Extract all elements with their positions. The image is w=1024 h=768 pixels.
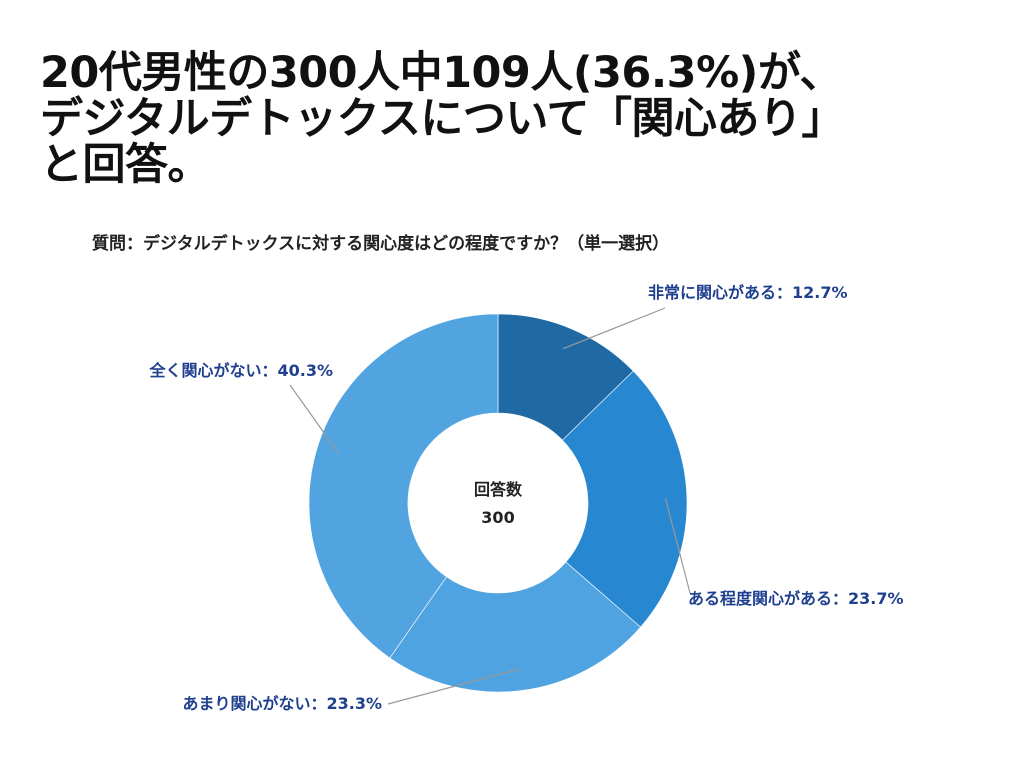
title-line-3: と回答。 <box>40 140 211 190</box>
slice-label: ある程度関心がある：23.7% <box>688 589 904 608</box>
slice-label: あまり関心がない：23.3% <box>182 694 382 713</box>
page-title: 20代男性の300人中109人(36.3%)が、 デジタルデトックスについて「関… <box>40 50 1000 188</box>
leader-line <box>562 307 666 350</box>
leader-line <box>387 668 519 705</box>
slice-label: 非常に関心がある：12.7% <box>648 283 848 302</box>
center-value: 300 <box>481 508 514 527</box>
slice-not-at-all-interested <box>308 313 499 659</box>
chart-question: 質問：デジタルデトックスに対する関心度はどの程度ですか？（単一選択） <box>92 234 670 254</box>
slice-label: 全く関心がない：40.3% <box>148 361 333 380</box>
donut-slices <box>308 313 688 693</box>
slice-somewhat-interested <box>562 370 688 628</box>
leader-line <box>664 498 691 594</box>
center-label: 回答数 <box>474 480 523 499</box>
leader-line <box>289 384 339 454</box>
title-line-2: デジタルデトックスについて「関心あり」 <box>40 94 845 144</box>
slice-not-very-interested <box>389 561 641 693</box>
slice-labels: 非常に関心がある：12.7% ある程度関心がある：23.7% あまり関心がない：23… <box>148 283 903 713</box>
leader-lines <box>289 307 691 705</box>
title-line-1: 20代男性の300人中109人(36.3%)が、 <box>40 48 842 98</box>
